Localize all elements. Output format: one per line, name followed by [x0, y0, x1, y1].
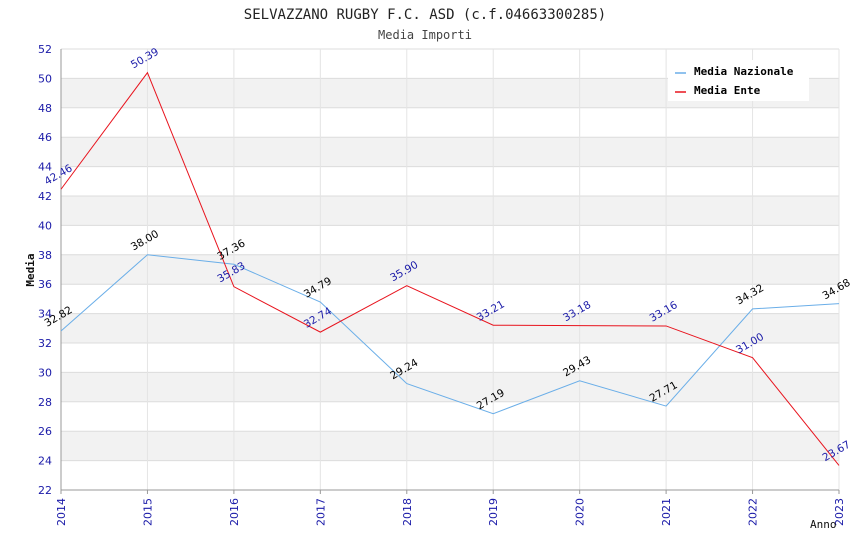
y-tick-label: 24	[38, 455, 52, 468]
x-tick-label: 2015	[141, 498, 154, 526]
y-tick-label: 28	[38, 396, 52, 409]
data-label: 34.32	[734, 282, 766, 307]
y-tick-label: 32	[38, 337, 52, 350]
grid-band	[61, 372, 839, 402]
y-tick-label: 36	[38, 278, 52, 291]
grid-band	[61, 431, 839, 461]
y-tick-label: 44	[38, 161, 52, 174]
x-tick-label: 2017	[314, 498, 327, 526]
y-tick-label: 46	[38, 131, 52, 144]
series-lines	[60, 71, 840, 466]
x-axis-label: Anno	[810, 518, 837, 531]
axes	[60, 49, 840, 494]
y-tick-label: 40	[38, 219, 52, 232]
y-tick-label: 30	[38, 366, 52, 379]
y-tick-label: 22	[38, 484, 52, 497]
x-tick-label: 2020	[574, 498, 587, 526]
data-label: 38.00	[129, 228, 161, 253]
legend-label-nazionale: Media Nazionale	[694, 65, 794, 78]
grid-band	[61, 254, 839, 285]
series-line-ente	[60, 71, 840, 466]
y-tick-label: 52	[38, 43, 52, 56]
grid-band	[61, 313, 839, 343]
grid-lines	[60, 48, 840, 491]
y-tick-label: 50	[38, 72, 52, 85]
legend: Media Nazionale Media Ente	[668, 60, 809, 101]
data-label: 50.39	[129, 46, 161, 71]
x-tick-label: 2014	[55, 498, 68, 526]
x-tick-label: 2018	[401, 498, 414, 526]
y-axis-label: Media	[24, 253, 37, 286]
x-tick-label: 2019	[487, 498, 500, 526]
y-tick-label: 38	[38, 249, 52, 262]
y-tick-label: 34	[38, 308, 52, 321]
background-bands	[61, 78, 839, 461]
y-tick-label: 26	[38, 425, 52, 438]
legend-label-ente: Media Ente	[694, 84, 761, 97]
y-tick-label: 48	[38, 102, 52, 115]
grid-band	[61, 196, 839, 226]
y-tick-labels: 22 24 26 28 30 32 34 36 38 40 42 44 46 48 50 52	[38, 43, 52, 497]
chart-title: SELVAZZANO RUGBY F.C. ASD (c.f.046633002…	[244, 7, 606, 23]
y-tick-label: 42	[38, 190, 52, 203]
x-tick-label: 2021	[660, 498, 673, 526]
x-tick-label: 2023	[833, 498, 846, 526]
x-tick-label: 2022	[747, 498, 760, 526]
x-tick-labels: 2014 2015 2016 2017 2018 2019 2020 2021 2022 2023	[55, 498, 846, 526]
x-tick-label: 2016	[228, 498, 241, 526]
grid-band	[61, 137, 839, 167]
legend-box	[668, 60, 809, 101]
series-line-nazionale	[60, 254, 840, 415]
chart-subtitle: Media Importi	[378, 28, 472, 42]
